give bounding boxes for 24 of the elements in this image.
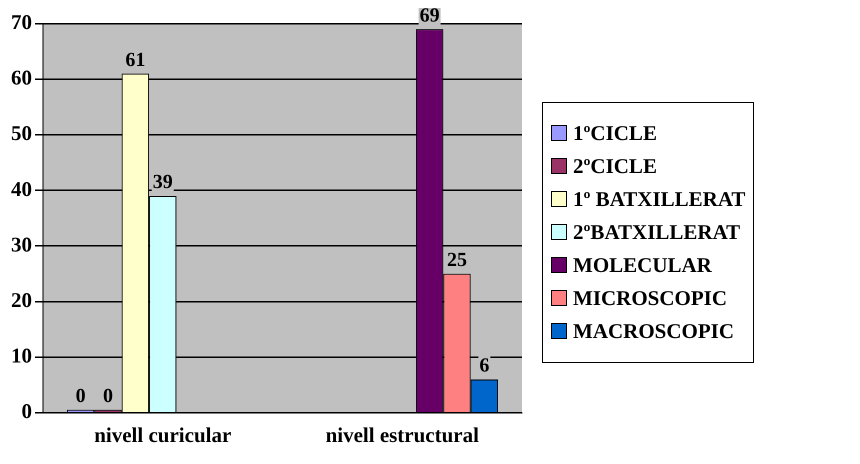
legend-label: 2ºCICLE (573, 154, 657, 178)
data-label: 39 (152, 171, 173, 194)
legend-label: 1º BATXILLERAT (573, 186, 746, 212)
legend-label: 2ºBATXILLERAT (573, 220, 740, 244)
data-label: 61 (125, 48, 146, 71)
y-tick-label: 0 (22, 399, 32, 424)
y-tick-label: 30 (11, 232, 32, 256)
y-tick-label: 70 (11, 10, 32, 34)
data-label: 0 (76, 384, 86, 407)
data-label: 6 (479, 354, 490, 377)
data-label: 69 (420, 4, 440, 26)
legend-label: MACROSCOPIC (573, 318, 734, 344)
data-label: 0 (103, 384, 114, 407)
legend-label: 1ºCICLE (573, 120, 657, 146)
legend-label: MICROSCOPIC (573, 286, 728, 310)
y-tick-label: 50 (11, 121, 32, 146)
y-tick-label: 40 (11, 176, 32, 201)
y-tick-label: 60 (11, 66, 32, 90)
legend-label: MOLECULAR (573, 252, 712, 278)
x-tick-label: nivell curicular (94, 422, 232, 447)
x-tick-label: nivell estructural (326, 422, 480, 447)
data-label: 25 (446, 248, 467, 271)
y-tick-label: 10 (11, 344, 32, 368)
y-tick-label: 20 (11, 288, 32, 312)
